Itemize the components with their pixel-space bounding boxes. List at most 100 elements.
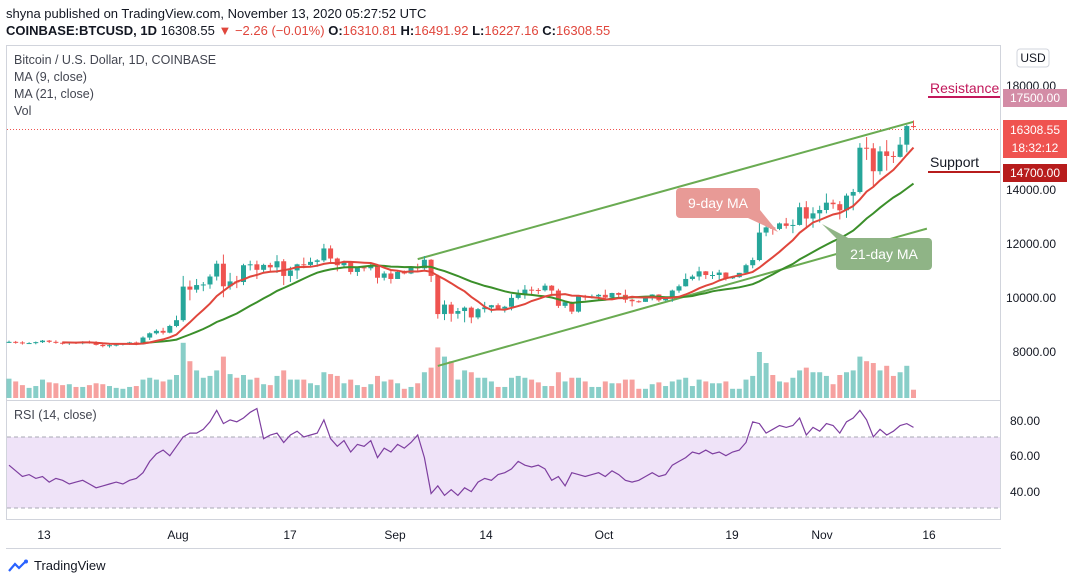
volume-bar bbox=[663, 386, 669, 398]
volume-bar bbox=[643, 388, 648, 398]
tradingview-footer[interactable]: TradingView bbox=[8, 558, 106, 573]
volume-bar bbox=[368, 384, 374, 398]
volume-bar bbox=[66, 384, 72, 398]
candle-body bbox=[576, 296, 581, 312]
open-value: 16310.81 bbox=[342, 23, 397, 38]
volume-bar bbox=[844, 372, 849, 398]
ma9-callout-text: 9-day MA bbox=[688, 195, 749, 211]
open-label: O: bbox=[328, 23, 343, 38]
volume-bar bbox=[817, 372, 823, 398]
legend-title: Bitcoin / U.S. Dollar, 1D, COINBASE bbox=[14, 53, 217, 67]
volume-bar bbox=[850, 370, 856, 398]
down-arrow-icon: ▼ bbox=[218, 23, 232, 38]
candle-body bbox=[703, 271, 709, 275]
volume-bar bbox=[649, 384, 655, 398]
candle-body bbox=[676, 286, 682, 291]
volume-bar bbox=[200, 377, 206, 398]
volume-bar bbox=[287, 379, 293, 398]
volume-bar bbox=[669, 381, 675, 398]
volume-bar bbox=[468, 372, 474, 398]
volume-bar bbox=[837, 375, 843, 398]
candle-body bbox=[153, 330, 159, 334]
price-tick-12000: 12000.00 bbox=[1006, 237, 1056, 251]
rsi-tick-40: 40.00 bbox=[1010, 485, 1040, 499]
volume-bar bbox=[408, 386, 414, 398]
candle-body bbox=[220, 263, 226, 287]
volume-bar bbox=[730, 388, 736, 398]
time-tick-sep: Sep bbox=[384, 528, 406, 542]
candle-body bbox=[254, 264, 260, 270]
volume-bar bbox=[53, 383, 59, 398]
candle-body bbox=[602, 294, 608, 298]
volume-bar bbox=[113, 387, 119, 398]
volume-bar bbox=[375, 375, 380, 398]
volume-bar bbox=[569, 377, 575, 398]
candle-body bbox=[267, 264, 273, 268]
candle-body bbox=[140, 337, 146, 345]
rsi-tick-80: 80.00 bbox=[1010, 414, 1040, 428]
volume-bar bbox=[830, 384, 836, 398]
candle-body bbox=[214, 263, 220, 277]
volume-bar bbox=[194, 370, 200, 398]
candle-body bbox=[354, 267, 360, 272]
tradingview-logo-icon bbox=[8, 559, 28, 572]
candle-body bbox=[100, 344, 106, 347]
rsi-line bbox=[8, 407, 914, 497]
volume-bar bbox=[19, 385, 25, 398]
candle-body bbox=[328, 248, 334, 259]
volume-bar bbox=[294, 379, 300, 398]
candle-body bbox=[515, 294, 521, 298]
volume-bar bbox=[167, 379, 173, 398]
volume-bar bbox=[877, 370, 883, 398]
candle-body bbox=[663, 298, 669, 301]
legend-vol: Vol bbox=[14, 104, 32, 118]
volume-bar bbox=[710, 383, 715, 398]
candle-body bbox=[261, 264, 267, 270]
candle-body bbox=[455, 311, 461, 314]
volume-bar bbox=[602, 381, 608, 398]
candle-body bbox=[629, 299, 635, 302]
volume-bar bbox=[13, 381, 19, 398]
volume-bar bbox=[26, 387, 32, 398]
candle-body bbox=[850, 191, 856, 196]
ma9-callout: 9-day MA bbox=[676, 188, 778, 232]
candle-body bbox=[509, 297, 514, 307]
candle-body bbox=[877, 151, 883, 172]
published-line: shyna published on TradingView.com, Nove… bbox=[6, 6, 427, 21]
rsi-pane-frame bbox=[6, 400, 1001, 520]
volume-bar bbox=[308, 383, 313, 398]
candle-body bbox=[823, 202, 829, 210]
volume-bar bbox=[495, 386, 501, 398]
volume-bar bbox=[341, 383, 347, 398]
volume-bar bbox=[301, 379, 307, 398]
volume-bar bbox=[509, 377, 514, 398]
volume-bar bbox=[428, 367, 434, 398]
volume-bar bbox=[127, 386, 133, 398]
candle-body bbox=[482, 307, 488, 310]
candle-body bbox=[777, 223, 782, 229]
volume-bar bbox=[247, 379, 253, 398]
volume-bar bbox=[348, 379, 354, 398]
volume-bar bbox=[120, 388, 126, 398]
volume-bar bbox=[274, 375, 280, 398]
volume-bar bbox=[415, 383, 421, 398]
volume-bar bbox=[803, 367, 809, 398]
volume-bar bbox=[783, 382, 789, 398]
volume-bar bbox=[334, 375, 340, 398]
currency-button[interactable] bbox=[1016, 48, 1050, 68]
candle-body bbox=[281, 261, 287, 276]
candle-body bbox=[361, 267, 367, 269]
candle-body bbox=[864, 147, 870, 149]
volume-bar bbox=[576, 377, 581, 398]
symbol-label[interactable]: COINBASE:BTCUSD, 1D bbox=[6, 23, 157, 38]
volume-bar bbox=[542, 386, 548, 398]
candle-body bbox=[194, 285, 200, 290]
candle-body bbox=[569, 302, 575, 312]
candle-body bbox=[696, 271, 702, 277]
candle-body bbox=[13, 341, 19, 343]
candle-body bbox=[542, 285, 548, 291]
high-value: 16491.92 bbox=[414, 23, 469, 38]
candle-body bbox=[810, 213, 816, 219]
volume-bar bbox=[153, 379, 159, 398]
